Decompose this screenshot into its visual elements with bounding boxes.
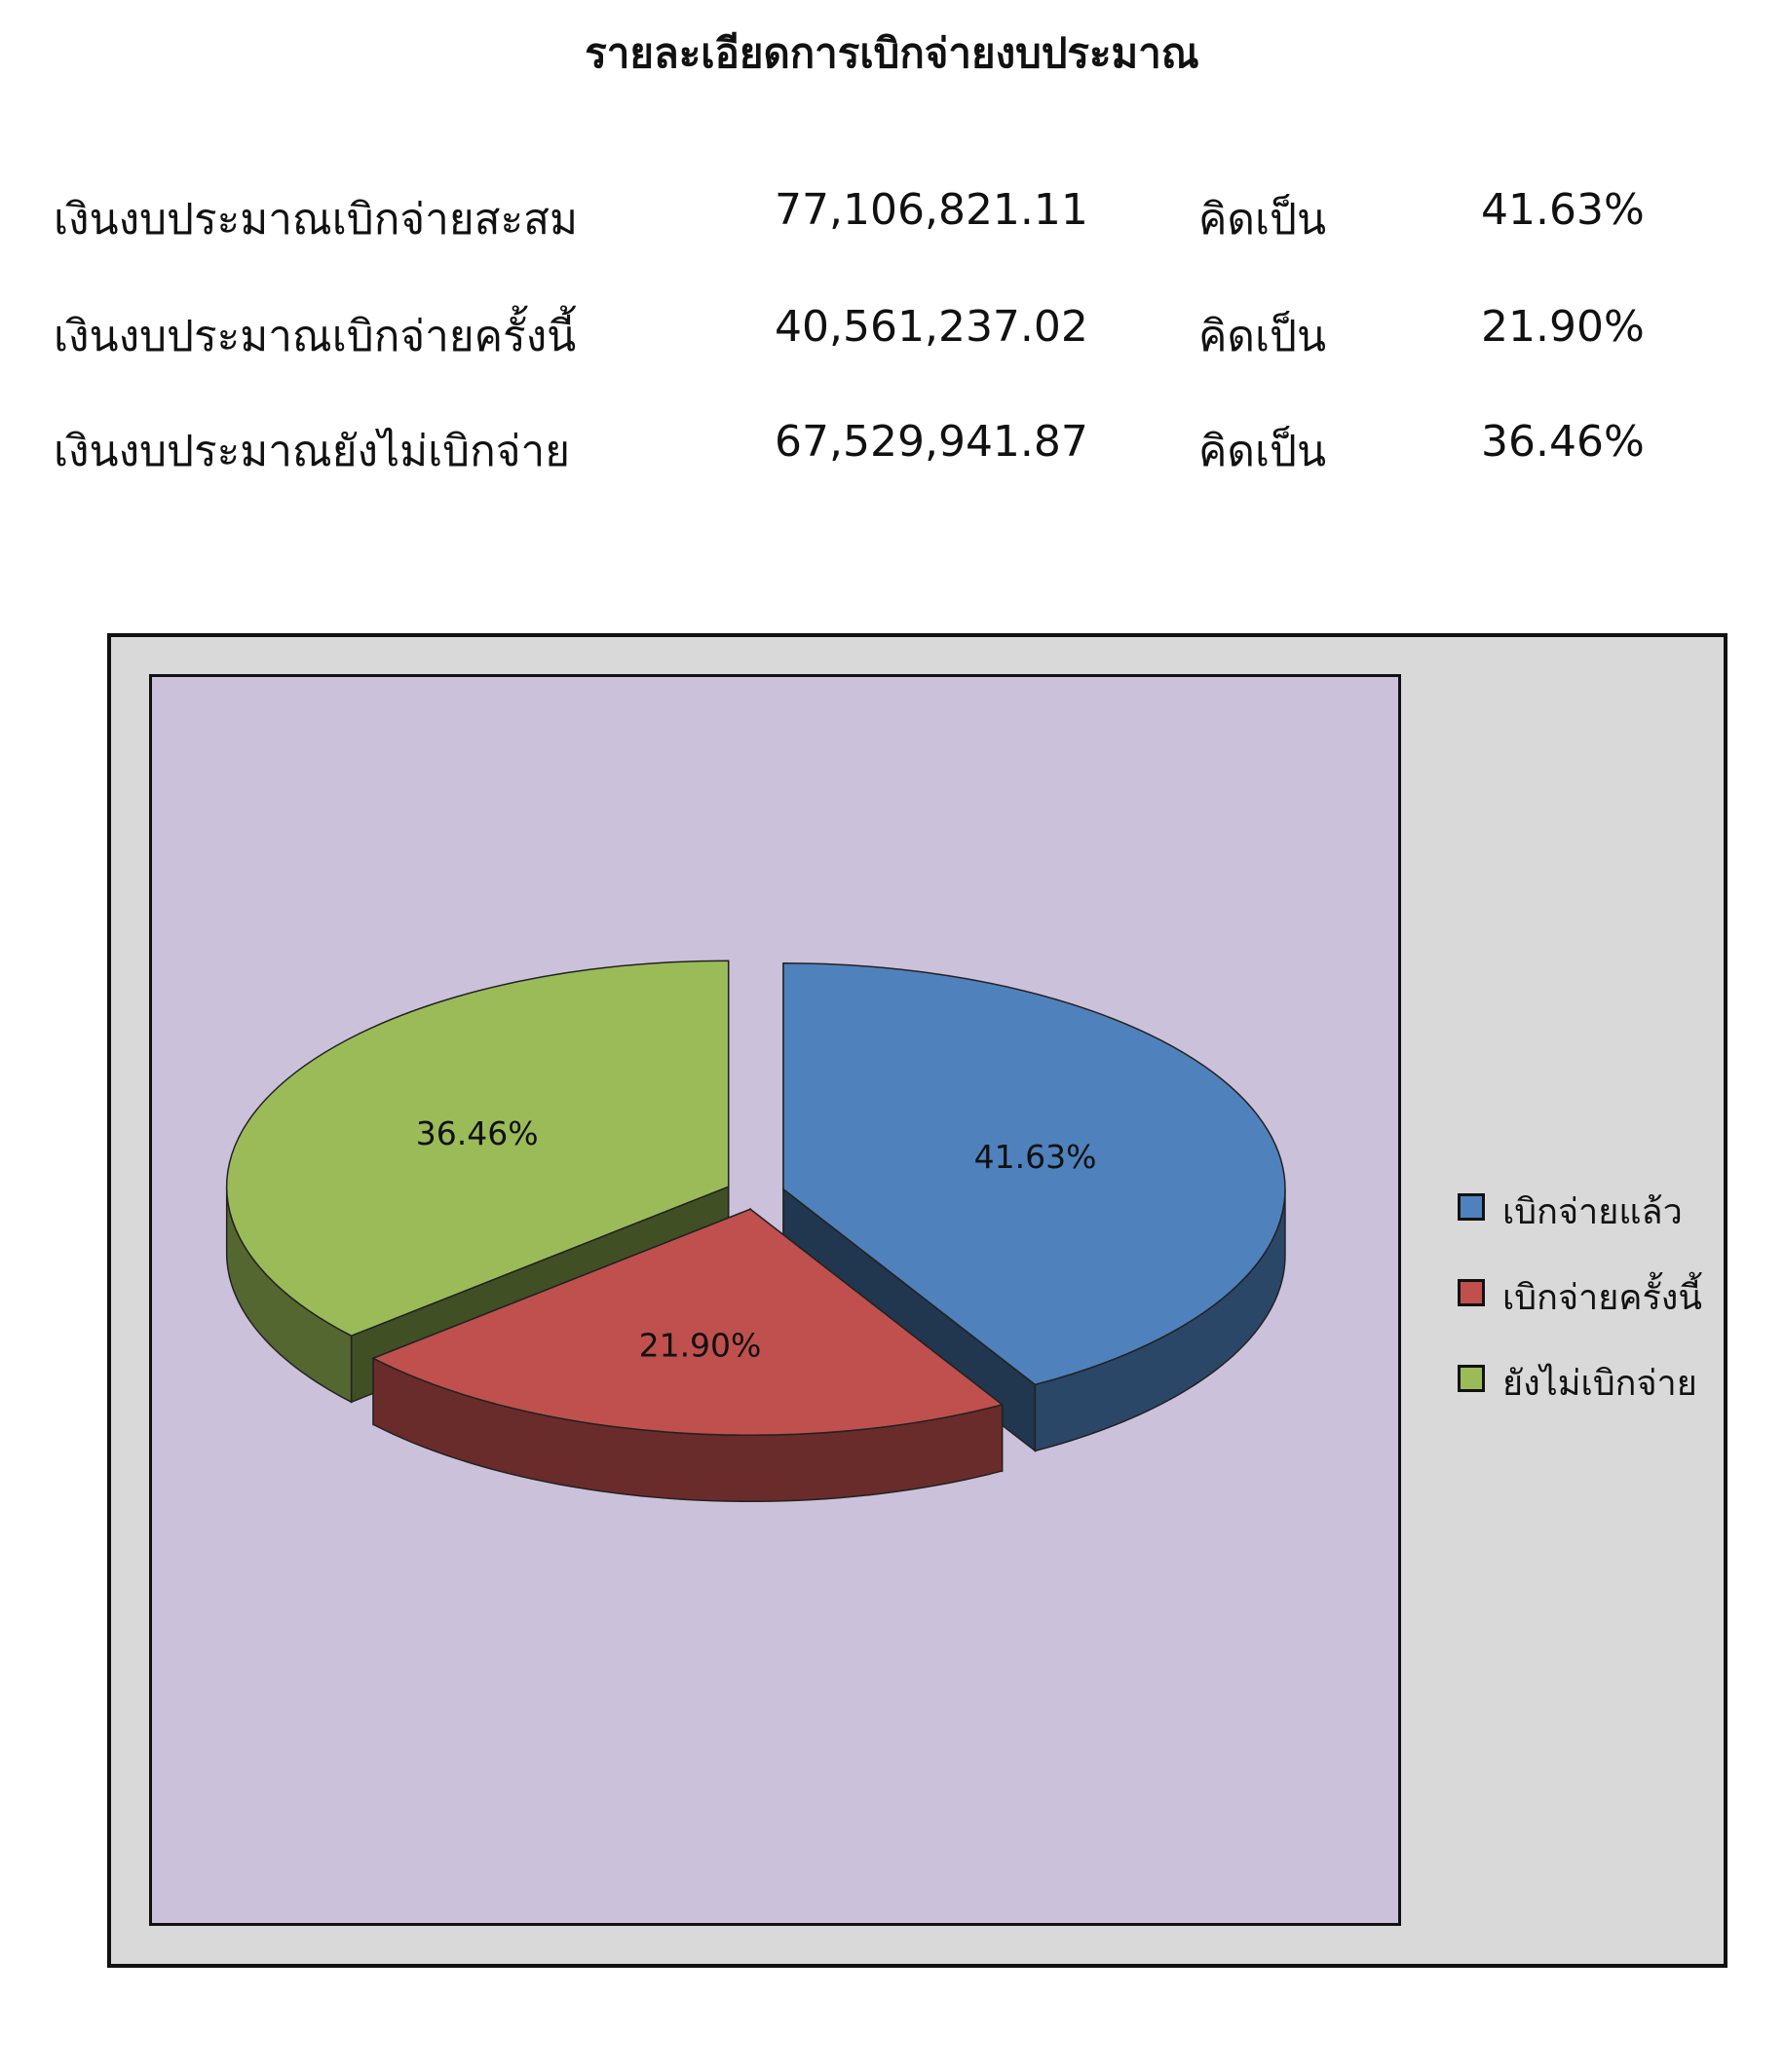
summary-row: เงินงบประมาณเบิกจ่ายสะสม 77,106,821.11 ค… xyxy=(54,185,1729,245)
summary-row: เงินงบประมาณเบิกจ่ายครั้งนี้ 40,561,237.… xyxy=(54,302,1729,361)
summary-amount: 40,561,237.02 xyxy=(775,302,1088,352)
summary-percent: 21.90% xyxy=(1481,302,1645,352)
pie-data-label: 41.63% xyxy=(974,1138,1097,1176)
summary-row: เงินงบประมาณยังไม่เบิกจ่าย 67,529,941.87… xyxy=(54,417,1729,476)
summary-amount: 67,529,941.87 xyxy=(775,417,1088,467)
summary-percent: 41.63% xyxy=(1481,185,1645,235)
summary-label: เงินงบประมาณเบิกจ่ายครั้งนี้ xyxy=(54,312,577,361)
pie-slice xyxy=(371,1208,1005,1436)
summary-word: คิดเป็น xyxy=(1198,195,1327,245)
legend-label: เบิกจ่ายแล้ว xyxy=(1502,1192,1683,1232)
pie-slice xyxy=(782,961,1286,1386)
legend-swatch xyxy=(1458,1365,1485,1392)
legend-label: ยังไม่เบิกจ่าย xyxy=(1502,1364,1697,1404)
pie-data-label: 21.90% xyxy=(639,1327,762,1365)
summary-word: คิดเป็น xyxy=(1198,312,1327,361)
summary-word: คิดเป็น xyxy=(1198,427,1327,476)
summary-label: เงินงบประมาณยังไม่เบิกจ่าย xyxy=(54,427,571,476)
page-title: รายละเอียดการเบิกจ่ายงบประมาณ xyxy=(585,29,1199,77)
summary-percent: 36.46% xyxy=(1481,417,1645,467)
summary-amount: 77,106,821.11 xyxy=(775,185,1088,235)
pie-slice xyxy=(225,960,730,1337)
legend-label: เบิกจ่ายครั้งนี้ xyxy=(1502,1278,1702,1318)
legend-swatch xyxy=(1458,1193,1485,1221)
pie-data-label: 36.46% xyxy=(416,1114,539,1152)
legend-swatch xyxy=(1458,1279,1485,1306)
summary-label: เงินงบประมาณเบิกจ่ายสะสม xyxy=(54,195,578,245)
